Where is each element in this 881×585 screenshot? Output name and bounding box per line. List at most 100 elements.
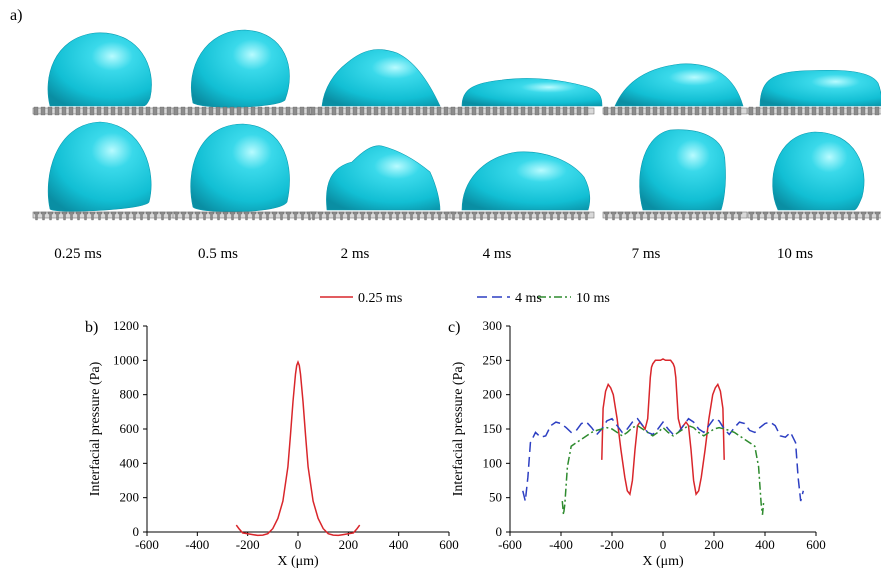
pillar (769, 106, 775, 116)
pillar (61, 106, 67, 116)
pillar (722, 106, 728, 116)
pillar (408, 211, 415, 221)
y-tick-label: 1000 (113, 352, 139, 367)
pillar (811, 211, 818, 221)
pillar (790, 211, 797, 221)
pillar (373, 106, 379, 116)
pillar (422, 106, 428, 116)
droplet-r1-c4 (461, 78, 603, 107)
pillar (506, 211, 513, 221)
pillar (380, 106, 386, 116)
pillar (299, 106, 305, 116)
pillar (659, 106, 665, 116)
pillar (729, 211, 736, 221)
pillar (555, 211, 562, 221)
pillar (464, 106, 470, 116)
pillar (229, 106, 235, 116)
droplet-r1-c2 (191, 29, 290, 108)
pillar (131, 106, 137, 116)
time-label: 0.25 ms (54, 246, 102, 262)
time-labels: 0.25 ms 0.5 ms 2 ms 4 ms 7 ms 10 ms (54, 246, 813, 262)
pillar (755, 106, 761, 116)
pillar (846, 106, 852, 116)
pillar (867, 211, 874, 221)
pillar (729, 106, 735, 116)
pillar (701, 211, 708, 221)
droplet-r2-c3 (326, 145, 441, 211)
pillar (278, 211, 285, 221)
pillar (776, 211, 783, 221)
y-tick-label: 150 (483, 421, 503, 436)
pillar (96, 211, 103, 221)
x-tick-label: 400 (755, 537, 775, 552)
pillar (352, 211, 359, 221)
pillar (562, 106, 568, 116)
pillar (285, 106, 291, 116)
pillar (317, 211, 324, 221)
pillar (624, 106, 630, 116)
droplet-r2-c6 (772, 131, 865, 211)
pillar (666, 211, 673, 221)
substrate (747, 106, 881, 116)
droplet-r1-c3 (321, 49, 441, 107)
pillar (145, 106, 151, 116)
pillar (818, 211, 825, 221)
pillar (818, 106, 824, 116)
pillar (117, 211, 124, 221)
pillar (776, 106, 782, 116)
pillar (860, 106, 866, 116)
x-tick-label: -200 (236, 537, 260, 552)
pillar (75, 211, 82, 221)
pillar (173, 211, 180, 221)
pillar (285, 211, 292, 221)
series-line-4-ms (522, 417, 805, 502)
pillar (832, 211, 839, 221)
pillar (359, 211, 366, 221)
time-label: 10 ms (777, 246, 813, 262)
pillar (471, 211, 478, 221)
droplet-shape (759, 69, 881, 107)
pillar (229, 211, 236, 221)
pillar (345, 211, 352, 221)
droplet-shape (614, 63, 744, 107)
substrate (172, 106, 318, 116)
x-tick-label: -400 (185, 537, 209, 552)
pillar (701, 106, 707, 116)
pillar (380, 211, 387, 221)
time-label: 7 ms (632, 246, 661, 262)
pillar (187, 211, 194, 221)
pillar (257, 211, 264, 221)
x-axis-title: X (μm) (642, 554, 684, 569)
x-tick-label: 400 (389, 537, 409, 552)
time-label: 2 ms (341, 246, 370, 262)
series-line-0.25-ms (601, 358, 725, 497)
substrate (602, 211, 748, 221)
pillar (82, 211, 89, 221)
pillar (797, 211, 804, 221)
pillar (680, 106, 686, 116)
pillar (645, 106, 651, 116)
pillar (457, 106, 463, 116)
y-tick-label: 0 (496, 524, 503, 539)
pillar (110, 106, 116, 116)
droplet-shape (190, 123, 290, 213)
chart-b: b) 0 200 400 600 800 1000 1200 -600 -400 -200 0 200 4… (85, 318, 459, 569)
pillar (145, 211, 152, 221)
pillar (541, 211, 548, 221)
pillar (464, 211, 471, 221)
pillar (715, 106, 721, 116)
pillar (603, 211, 610, 221)
pillar (790, 106, 796, 116)
pillar (624, 211, 631, 221)
pillar (103, 106, 109, 116)
pillar (310, 211, 317, 221)
pillar (708, 106, 714, 116)
pillar (527, 211, 534, 221)
pillar (387, 211, 394, 221)
pillar (324, 211, 331, 221)
substrate (32, 211, 178, 221)
pillar (436, 106, 442, 116)
pillar (825, 211, 832, 221)
pillar (271, 211, 278, 221)
series-line-10-ms (561, 424, 765, 515)
